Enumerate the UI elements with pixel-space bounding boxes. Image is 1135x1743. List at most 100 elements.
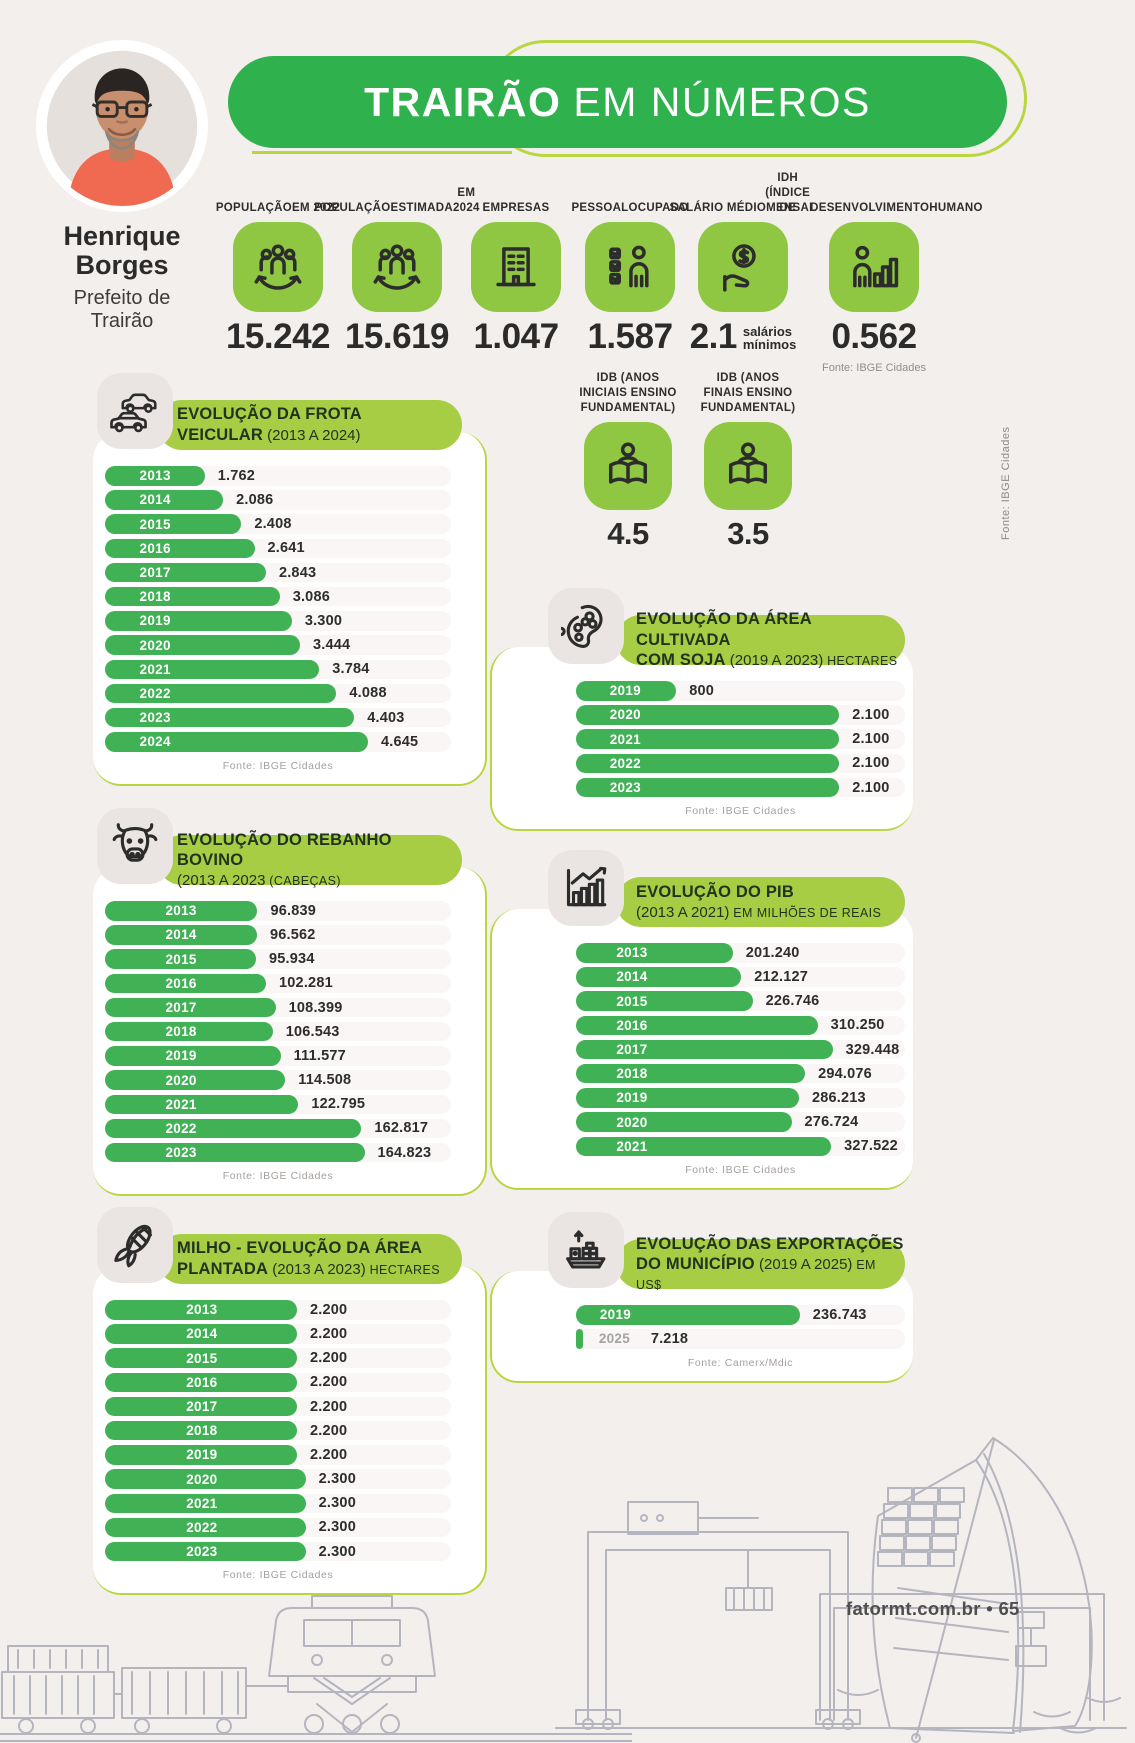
bar-year-label: 2014 [165,927,197,943]
bar-year-label: 2020 [165,1072,197,1088]
bar-value: 212.127 [754,968,809,985]
salary-hand-icon [698,222,788,312]
stat-label: PESSOAL OCUPADO [571,202,689,215]
official-name-line1: Henrique [63,221,181,251]
bar-rows: 2019 236.743 2025 7.218 [576,1305,905,1349]
reader-book-icon [704,422,792,510]
bar [105,659,320,679]
bar-value: 108.399 [288,999,343,1016]
bar-row: 2018 2.200 [105,1420,451,1441]
bar-row: 2014 2.200 [105,1324,451,1344]
stat-column: POPULAÇÃO ESTIMADA EM 2024 15.619 [314,158,479,354]
bar [105,1469,306,1489]
bar-row: 2017 329.448 [576,1039,905,1060]
stat-label: POPULAÇÃO EM 2022 [215,202,341,215]
bar-value: 3.784 [332,661,370,678]
bar-row: 2020 114.508 [105,1070,451,1090]
bar-value: 106.543 [285,1023,340,1040]
chart-title-pill: EVOLUÇÃO DO REBANHO BOVINO (2013 A 2023 (… [157,831,462,889]
stat-value-row: 15.619 [345,319,450,354]
banner-underline-decoration [252,151,512,154]
bar-year-label: 2023 [186,1544,218,1560]
idb-label: IDB (ANOS INICIAIS ENSINO FUNDAMENTAL) [579,372,677,415]
bar-row: 2021 3.784 [105,659,451,679]
bar [105,1118,362,1139]
bar-rows: 2019 800 2020 2.100 2021 2.100 2022 2.100 2023 2.… [576,681,905,798]
bar-year-label: 2021 [139,661,171,677]
stat-value: 1.047 [473,317,559,356]
population-icon [352,222,442,312]
bar-row: 2013 1.762 [105,466,451,486]
bar-row: 2020 276.724 [576,1112,905,1132]
bar-row: 2019 800 [576,681,905,701]
bar-value: 800 [689,682,715,699]
bar-year-label: 2023 [139,710,171,726]
stat-column: SALÁRIO MÉDIO MENSAL 2.1 salários mínimos [663,158,823,354]
stat-column: POPULAÇÃO EM 2022 15.242 [198,158,358,354]
stat-label: EMPRESAS [482,202,550,215]
bar [105,635,300,655]
bar [576,991,753,1011]
page-title-bold: TRAIRÃO [364,78,562,125]
bar-value: 2.100 [852,706,890,723]
bar-year-label: 2015 [165,951,197,967]
stat-value: 0.562 [831,317,917,356]
bar [105,1094,299,1114]
official-role-line1: Prefeito de [73,287,171,310]
bar-row: 2023 2.300 [105,1541,451,1562]
idh-person-chart-icon [829,222,919,312]
site-url: fatormt.com.br [846,1598,981,1619]
bar-row: 2024 4.645 [105,732,451,752]
bar-row: 2019 3.300 [105,611,451,631]
bar-value: 164.823 [377,1144,432,1161]
bar [105,586,280,607]
bar-value: 226.746 [765,993,820,1010]
bar-row: 2017 2.200 [105,1396,451,1417]
bar [105,949,257,969]
bar-year-label: 2013 [165,903,197,919]
bar-value: 95.934 [269,951,315,968]
bar-row: 2015 2.200 [105,1348,451,1368]
bar [105,1493,306,1513]
bar-value: 2.100 [852,755,890,772]
bar [105,514,242,534]
bar-value: 2.100 [852,779,890,796]
bar-year-label: 2013 [186,1302,218,1318]
bar-row: 2019 111.577 [105,1046,451,1066]
bar [576,729,840,749]
stat-value: 15.242 [225,317,331,356]
chart-title-line: DO MUNICÍPIO (2019 A 2025) EM US$ [636,1255,876,1292]
bar-row: 2016 310.250 [576,1015,905,1036]
bar-year-label: 2021 [186,1495,218,1511]
bar-row: 2022 2.100 [576,753,905,774]
bar-row: 2017 2.843 [105,562,451,583]
bar-row: 2022 2.300 [105,1517,451,1538]
bar-year-label: 2023 [609,780,641,795]
chart-title-line: (2013 A 2021) EM MILHÕES DE REAIS [636,903,882,921]
bar-year-label: 2016 [165,975,197,991]
bar-row: 2020 2.100 [576,705,905,725]
bar-value: 236.743 [812,1306,867,1323]
bar [105,1070,286,1090]
bar-rows: 2013 1.762 2014 2.086 2015 2.408 2016 2.641 2017… [105,466,451,752]
soy-icon [548,588,624,664]
bar-value: 96.562 [270,926,316,943]
bar-year-label: 2023 [165,1145,197,1161]
bar [576,1063,806,1084]
bar-value: 327.522 [844,1138,898,1155]
bar [576,1136,832,1156]
stat-value-row: 15.242 [225,317,331,356]
bar-year-label: 2025 [598,1331,631,1347]
bar-year-label: 2015 [186,1350,218,1366]
bar-value: 2.408 [254,516,292,533]
bar [105,466,205,486]
bar-row: 2023 4.403 [105,707,451,728]
bar-row: 2013 2.200 [105,1300,451,1320]
bar-value: 201.240 [745,944,800,961]
bar-row: 2013 201.240 [576,943,905,963]
bar-year-label: 2016 [616,1017,648,1033]
bar-year-label: 2022 [165,1120,197,1136]
source-note-vertical: Fonte: IBGE Cidades [1000,426,1012,540]
bar-row: 2019 236.743 [576,1305,905,1325]
bar-year-label: 2018 [186,1423,218,1439]
